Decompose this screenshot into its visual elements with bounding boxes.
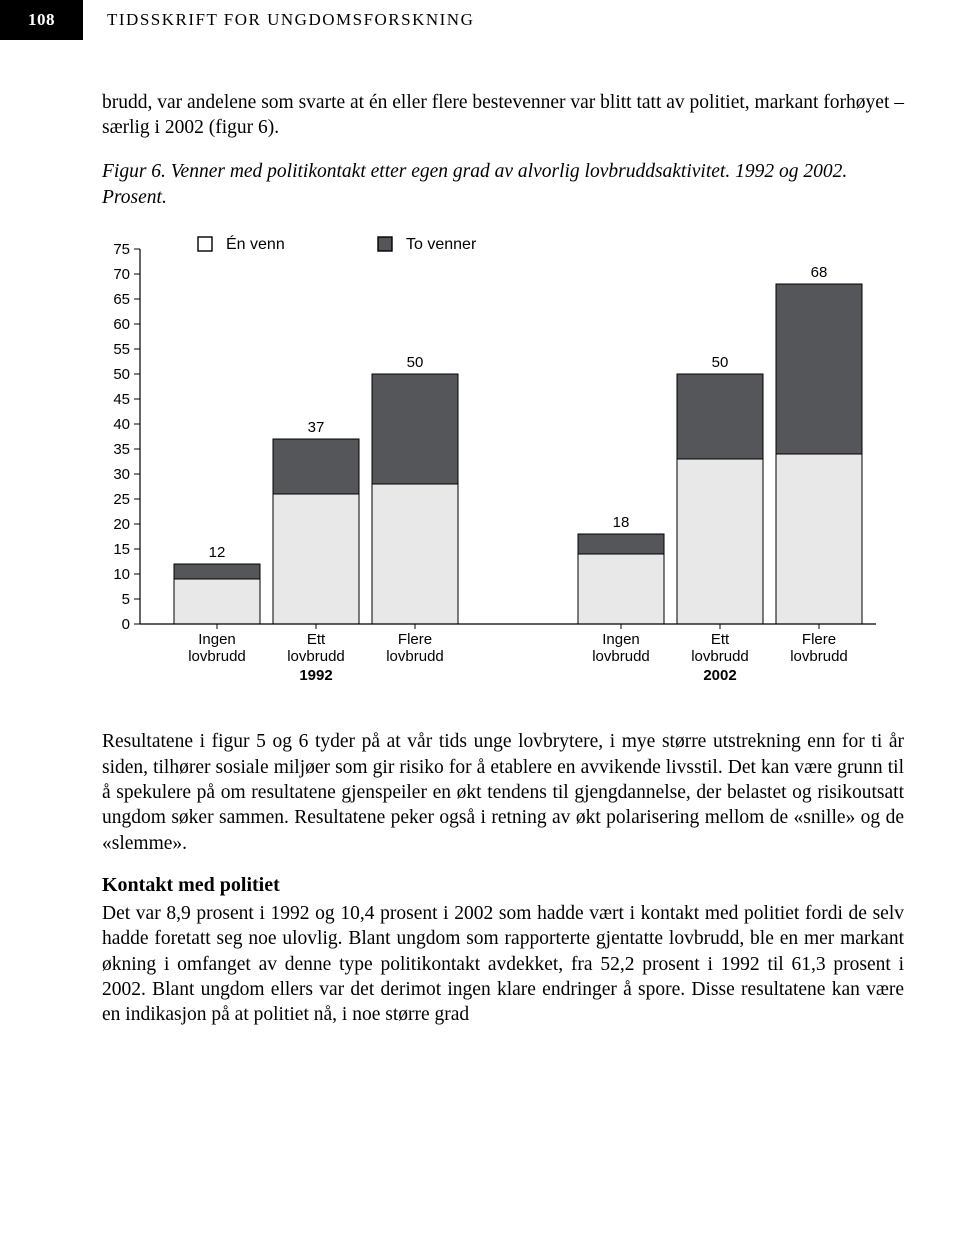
svg-text:45: 45 <box>113 391 130 408</box>
body-paragraph: Resultatene i figur 5 og 6 tyder på at v… <box>102 729 904 856</box>
svg-text:18: 18 <box>613 514 630 531</box>
svg-text:To venner: To venner <box>406 236 477 253</box>
svg-text:50: 50 <box>113 366 130 383</box>
svg-text:lovbrudd: lovbrudd <box>592 648 650 665</box>
svg-text:lovbrudd: lovbrudd <box>287 648 345 665</box>
chart-container: 0 5 10 15 20 25 30 35 40 45 50 55 60 65 70 75 Én venn To … <box>88 229 904 699</box>
svg-text:60: 60 <box>113 316 130 333</box>
svg-text:Flere: Flere <box>802 631 836 648</box>
svg-text:Ett: Ett <box>711 631 730 648</box>
svg-text:50: 50 <box>407 354 424 371</box>
svg-text:50: 50 <box>712 354 729 371</box>
svg-text:30: 30 <box>113 466 130 483</box>
figure-caption: Figur 6. Venner med politikontakt etter … <box>102 159 904 212</box>
svg-text:lovbrudd: lovbrudd <box>790 648 848 665</box>
svg-text:20: 20 <box>113 516 130 533</box>
svg-text:Ingen: Ingen <box>198 631 236 648</box>
svg-text:15: 15 <box>113 541 130 558</box>
svg-text:70: 70 <box>113 266 130 283</box>
svg-text:lovbrudd: lovbrudd <box>691 648 749 665</box>
svg-text:75: 75 <box>113 241 130 258</box>
svg-text:0: 0 <box>122 616 130 633</box>
page-number: 108 <box>0 0 83 40</box>
svg-text:Ett: Ett <box>307 631 326 648</box>
svg-text:Én venn: Én venn <box>226 234 285 253</box>
svg-text:12: 12 <box>209 544 226 561</box>
svg-text:68: 68 <box>811 264 828 281</box>
svg-text:2002: 2002 <box>703 667 736 684</box>
page-content: brudd, var andelene som svarte at én ell… <box>0 40 960 1028</box>
intro-paragraph: brudd, var andelene som svarte at én ell… <box>102 90 904 141</box>
page-header: 108 TIDSSKRIFT FOR UNGDOMSFORSKNING <box>0 0 960 40</box>
svg-text:25: 25 <box>113 491 130 508</box>
svg-text:lovbrudd: lovbrudd <box>188 648 246 665</box>
section-paragraph: Det var 8,9 prosent i 1992 og 10,4 prose… <box>102 901 904 1028</box>
svg-text:5: 5 <box>122 591 130 608</box>
svg-text:Ingen: Ingen <box>602 631 640 648</box>
section-heading: Kontakt med politiet <box>102 874 904 897</box>
svg-text:1992: 1992 <box>299 667 332 684</box>
svg-text:65: 65 <box>113 291 130 308</box>
svg-text:Flere: Flere <box>398 631 432 648</box>
svg-text:10: 10 <box>113 566 130 583</box>
svg-text:lovbrudd: lovbrudd <box>386 648 444 665</box>
svg-text:55: 55 <box>113 341 130 358</box>
svg-text:35: 35 <box>113 441 130 458</box>
journal-title: TIDSSKRIFT FOR UNGDOMSFORSKNING <box>83 0 474 40</box>
stacked-bar-chart: 0 5 10 15 20 25 30 35 40 45 50 55 60 65 70 75 Én venn To … <box>88 229 908 699</box>
svg-text:37: 37 <box>308 419 325 436</box>
svg-text:40: 40 <box>113 416 130 433</box>
